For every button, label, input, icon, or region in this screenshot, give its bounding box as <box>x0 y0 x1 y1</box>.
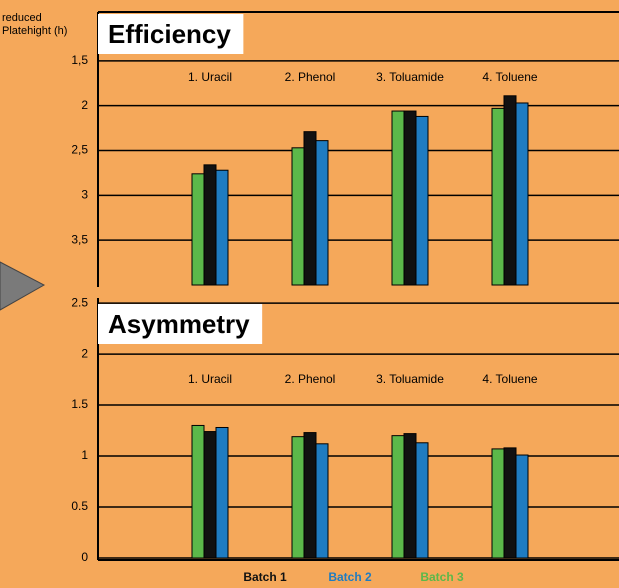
bar <box>203 431 217 559</box>
bar <box>215 426 229 559</box>
bar <box>515 102 529 286</box>
bar <box>391 110 405 286</box>
bar <box>303 432 317 559</box>
chart-title: Asymmetry <box>108 309 250 339</box>
bar <box>315 443 329 559</box>
category-label: 1. Uracil <box>188 70 232 84</box>
bar <box>503 95 517 286</box>
category-label: 3. Toluamide <box>376 70 444 84</box>
bar <box>291 147 305 286</box>
chart-title: Efficiency <box>108 19 231 49</box>
y-tick-label: 3 <box>81 188 88 202</box>
y-tick-label: 2.5 <box>71 295 88 309</box>
bar <box>515 454 529 559</box>
legend-label: Batch 1 <box>243 570 287 584</box>
category-label: 3. Toluamide <box>376 372 444 386</box>
bar <box>491 107 505 286</box>
bar <box>191 173 205 286</box>
category-label: 2. Phenol <box>285 372 336 386</box>
y-tick-label: 2 <box>81 346 88 360</box>
y-tick-label: 0.5 <box>71 499 88 513</box>
legend-label: Batch 3 <box>420 570 464 584</box>
pointer-arrow <box>0 261 46 311</box>
bar <box>315 140 329 286</box>
bar <box>415 115 429 286</box>
legend-label: Batch 2 <box>328 570 372 584</box>
title-box <box>98 304 263 344</box>
y-tick-label: 1,5 <box>71 53 88 67</box>
bar <box>215 169 229 286</box>
bar <box>403 110 417 286</box>
category-label: 4. Toluene <box>482 372 537 386</box>
bar <box>191 424 205 559</box>
y-tick-label: 2 <box>81 98 88 112</box>
bar <box>303 131 317 286</box>
bar <box>291 436 305 559</box>
y-tick-label: 2,5 <box>71 143 88 157</box>
bar <box>503 447 517 559</box>
bar <box>415 442 429 559</box>
bar <box>491 448 505 559</box>
category-label: 1. Uracil <box>188 372 232 386</box>
y-tick-label: 1.5 <box>71 397 88 411</box>
y-tick-label: 0 <box>81 550 88 564</box>
title-box <box>98 14 244 54</box>
bar <box>403 433 417 559</box>
y-tick-label: 3,5 <box>71 232 88 246</box>
category-label: 4. Toluene <box>482 70 537 84</box>
bar <box>203 164 217 286</box>
bar <box>391 435 405 559</box>
y-tick-label: 1 <box>81 448 88 462</box>
category-label: 2. Phenol <box>285 70 336 84</box>
y-axis-label: reduced Platehight (h) <box>2 12 68 37</box>
